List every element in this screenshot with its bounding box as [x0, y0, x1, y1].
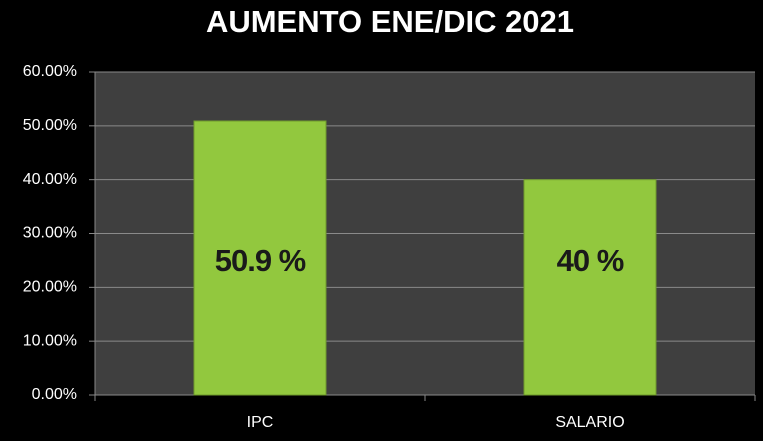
x-tick-label: IPC	[247, 414, 274, 431]
y-tick-label: 0.00%	[32, 386, 77, 403]
y-tick-label: 30.00%	[23, 225, 77, 242]
y-tick-label: 60.00%	[23, 63, 77, 80]
value-label: 50.9 %	[215, 243, 306, 278]
bar	[193, 120, 327, 396]
value-label: 40 %	[557, 243, 624, 278]
bar	[523, 179, 657, 396]
x-tick-label: SALARIO	[555, 414, 624, 431]
chart-title: AUMENTO ENE/DIC 2021	[206, 4, 574, 39]
y-tick-label: 10.00%	[23, 332, 77, 349]
y-tick-label: 20.00%	[23, 279, 77, 296]
y-tick-label: 50.00%	[23, 117, 77, 134]
y-tick-label: 40.00%	[23, 171, 77, 188]
